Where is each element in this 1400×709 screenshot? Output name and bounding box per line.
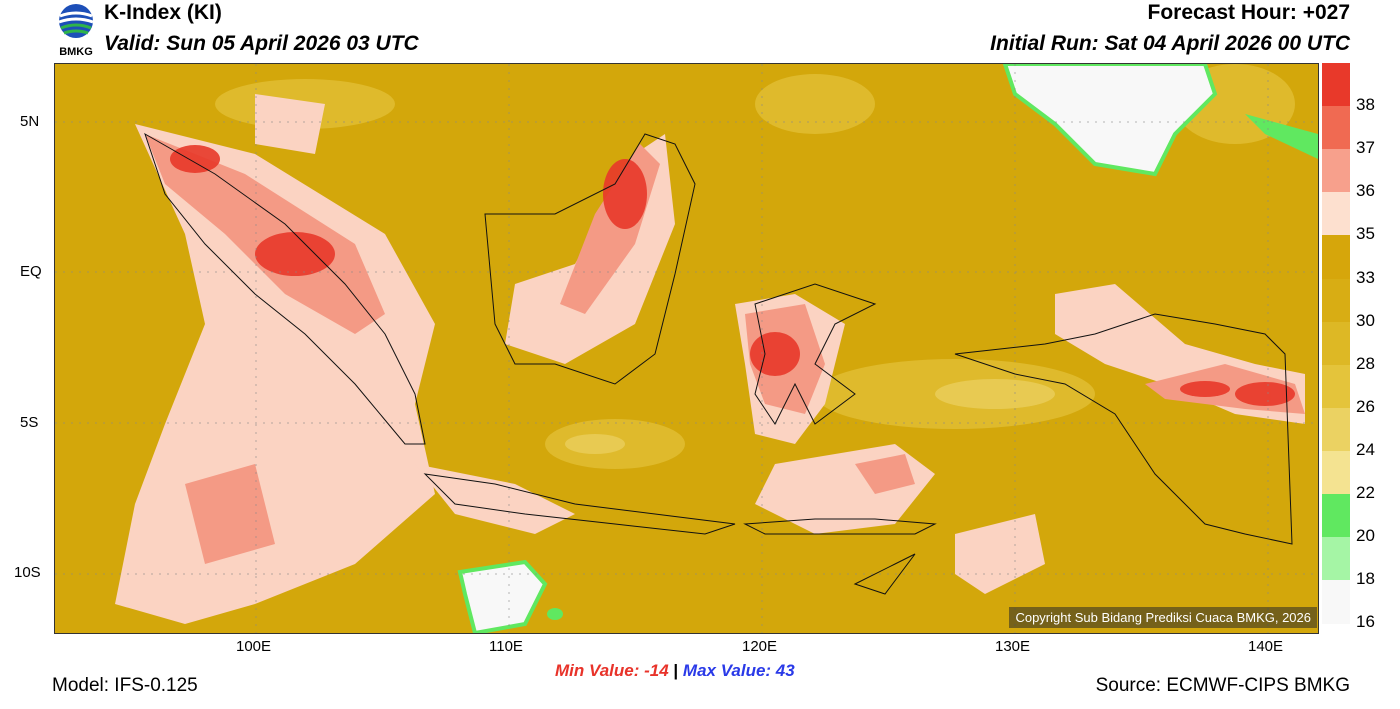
colorbar-segment: [1322, 407, 1350, 452]
colorbar-segment: [1322, 192, 1350, 236]
colorbar-label: 35: [1356, 224, 1375, 244]
colorbar-label: 20: [1356, 526, 1375, 546]
forecast-hour: Forecast Hour: +027: [1147, 1, 1351, 24]
logo-text: BMKG: [59, 46, 93, 58]
colorbar-segment: [1322, 450, 1350, 495]
copyright-notice: Copyright Sub Bidang Prediksi Cuaca BMKG…: [1009, 607, 1317, 628]
colorbar-segment: [1322, 580, 1350, 624]
colorbar-segment: [1322, 278, 1350, 323]
lon-label: 120E: [742, 638, 778, 655]
k-index-map: [54, 63, 1319, 634]
colorbar-segment: [1322, 149, 1350, 193]
colorbar-label: 33: [1356, 267, 1375, 287]
lon-label: 130E: [995, 638, 1031, 655]
lon-label: 110E: [489, 638, 523, 655]
map-title: K-Index (KI): [104, 1, 222, 24]
colorbar-segment: [1322, 106, 1350, 150]
min-max-values: Min Value: -14 | Max Value: 43: [555, 661, 795, 681]
colorbar-label: 18: [1356, 569, 1375, 589]
max-value: Max Value: 43: [682, 661, 795, 680]
lat-label: 10S: [14, 564, 41, 581]
colorbar: [1322, 63, 1350, 632]
source-label: Source: ECMWF-CIPS BMKG: [1095, 675, 1350, 696]
colorbar-label: 22: [1356, 483, 1375, 503]
valid-time: Valid: Sun 05 April 2026 03 UTC: [104, 32, 419, 55]
colorbar-label: 16: [1356, 612, 1375, 632]
min-value: Min Value: -14: [555, 661, 669, 680]
colorbar-label: 38: [1356, 95, 1375, 115]
lat-label: 5N: [20, 113, 40, 130]
separator: |: [673, 661, 679, 680]
colorbar-segment: [1322, 321, 1350, 366]
colorbar-segment: [1322, 63, 1350, 107]
colorbar-segment: [1322, 364, 1350, 409]
colorbar-label: 28: [1356, 353, 1375, 373]
colorbar-segment: [1322, 494, 1350, 538]
lat-label: EQ: [20, 263, 42, 280]
lon-label: 100E: [236, 638, 272, 655]
colorbar-segment: [1322, 537, 1350, 581]
lon-label: 140E: [1248, 638, 1284, 655]
colorbar-label: 30: [1356, 310, 1375, 330]
colorbar-segment: [1322, 235, 1350, 280]
colorbar-label: 36: [1356, 181, 1375, 201]
lat-label: 5S: [20, 414, 39, 431]
model-label: Model: IFS-0.125: [52, 675, 198, 696]
bmkg-logo: BMKG: [52, 2, 100, 62]
colorbar-label: 24: [1356, 439, 1375, 459]
initial-run: Initial Run: Sat 04 April 2026 00 UTC: [990, 32, 1350, 55]
colorbar-label: 26: [1356, 396, 1375, 416]
colorbar-label: 37: [1356, 138, 1375, 158]
